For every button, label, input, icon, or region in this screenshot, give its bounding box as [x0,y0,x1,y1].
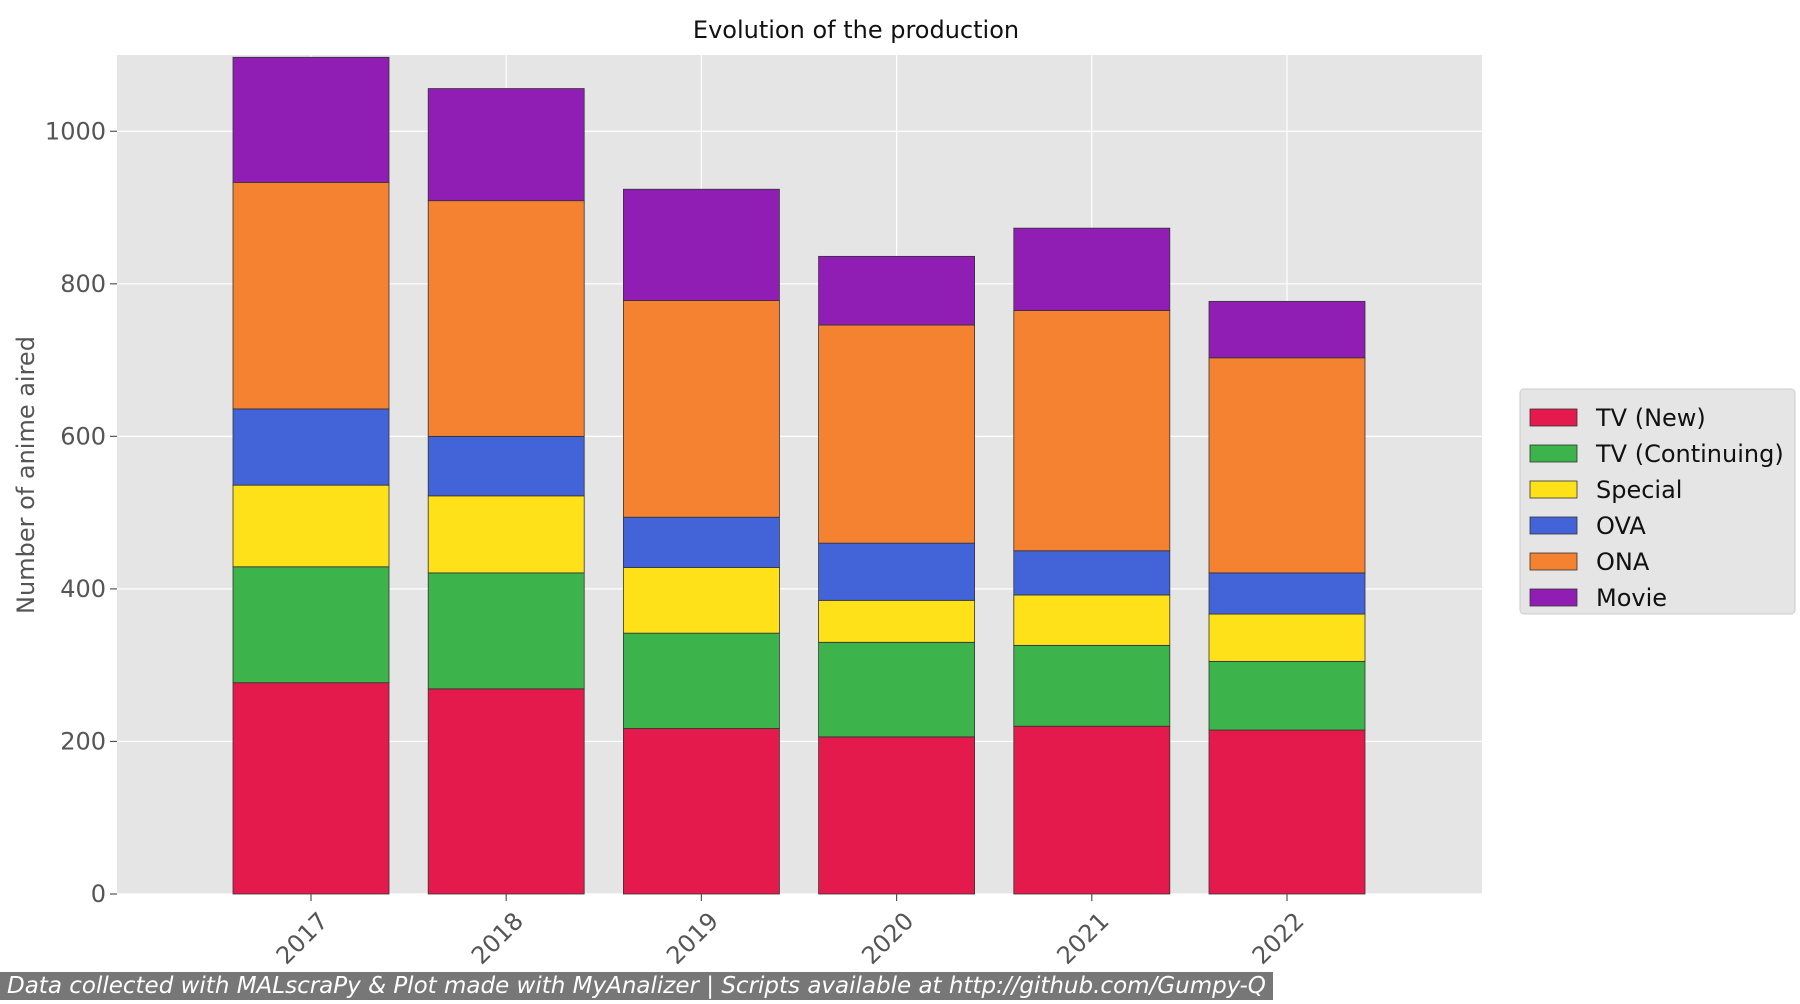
x-tick-label: 2021 [1051,907,1114,970]
bar-tv-new-2018 [427,688,585,895]
bar-tv-continuing-2021 [1013,644,1171,727]
bar-ova-2022 [1208,572,1366,615]
chart-title: Evolution of the production [693,16,1019,44]
legend-label: OVA [1596,512,1646,540]
legend-swatch [1529,552,1578,571]
bar-tv-continuing-2017 [232,566,390,684]
legend-swatch [1529,588,1578,607]
credit-footer: Data collected with MALscraPy & Plot mad… [0,972,1273,1000]
bar-movie-2020 [818,255,975,326]
legend-swatch [1529,516,1578,535]
bar-tv-continuing-2022 [1208,660,1366,731]
y-tick-label: 0 [91,880,106,908]
x-tick-label: 2020 [856,907,919,970]
bar-tv-new-2021 [1013,725,1171,895]
bar-ona-2017 [232,181,390,410]
y-tick-label: 1000 [45,117,106,145]
bar-special-2019 [623,567,780,634]
bar-special-2018 [427,495,585,574]
bar-special-2021 [1013,594,1171,646]
bar-special-2017 [232,484,390,568]
bar-special-2022 [1208,613,1366,662]
bars [232,56,1366,895]
x-tick-label: 2019 [661,907,724,970]
legend-swatch [1529,408,1578,427]
legend-swatch [1529,480,1578,499]
x-tick-label: 2022 [1247,907,1310,970]
bar-ova-2019 [623,516,780,568]
legend-swatch [1529,444,1578,463]
bar-ona-2020 [818,324,975,544]
legend-label: TV (Continuing) [1595,440,1784,468]
bar-movie-2019 [623,188,780,301]
bar-tv-new-2020 [818,736,975,895]
bar-ova-2017 [232,408,390,486]
bar-tv-continuing-2020 [818,641,975,738]
bar-ona-2022 [1208,357,1366,574]
legend-label: Movie [1596,584,1667,612]
bar-ova-2021 [1013,550,1171,596]
bar-tv-new-2019 [623,728,780,895]
bar-special-2020 [818,599,975,643]
bar-movie-2018 [427,88,585,202]
legend-label: ONA [1596,548,1650,576]
y-tick-label: 800 [60,270,106,298]
bar-tv-new-2017 [232,682,390,895]
bar-movie-2022 [1208,300,1366,359]
bar-tv-new-2022 [1208,729,1366,895]
bar-ona-2021 [1013,310,1171,552]
y-tick-label: 400 [60,575,106,603]
x-tick-label: 2017 [271,907,334,970]
bar-movie-2021 [1013,227,1171,311]
y-tick-label: 600 [60,422,106,450]
bar-movie-2017 [232,56,390,183]
x-tick-label: 2018 [466,907,529,970]
bar-ova-2018 [427,435,585,497]
legend: TV (New) TV (Continuing) Special OVA ONA Movi… [1519,388,1796,615]
y-tick-label: 200 [60,727,106,755]
bar-ona-2019 [623,300,780,518]
bar-tv-continuing-2018 [427,572,585,690]
bar-tv-continuing-2019 [623,632,780,729]
legend-box [1519,388,1796,615]
bar-ona-2018 [427,200,585,437]
y-axis-label: Number of anime aired [12,336,40,614]
legend-label: TV (New) [1595,404,1706,432]
legend-label: Special [1596,476,1682,504]
bar-ova-2020 [818,542,975,601]
